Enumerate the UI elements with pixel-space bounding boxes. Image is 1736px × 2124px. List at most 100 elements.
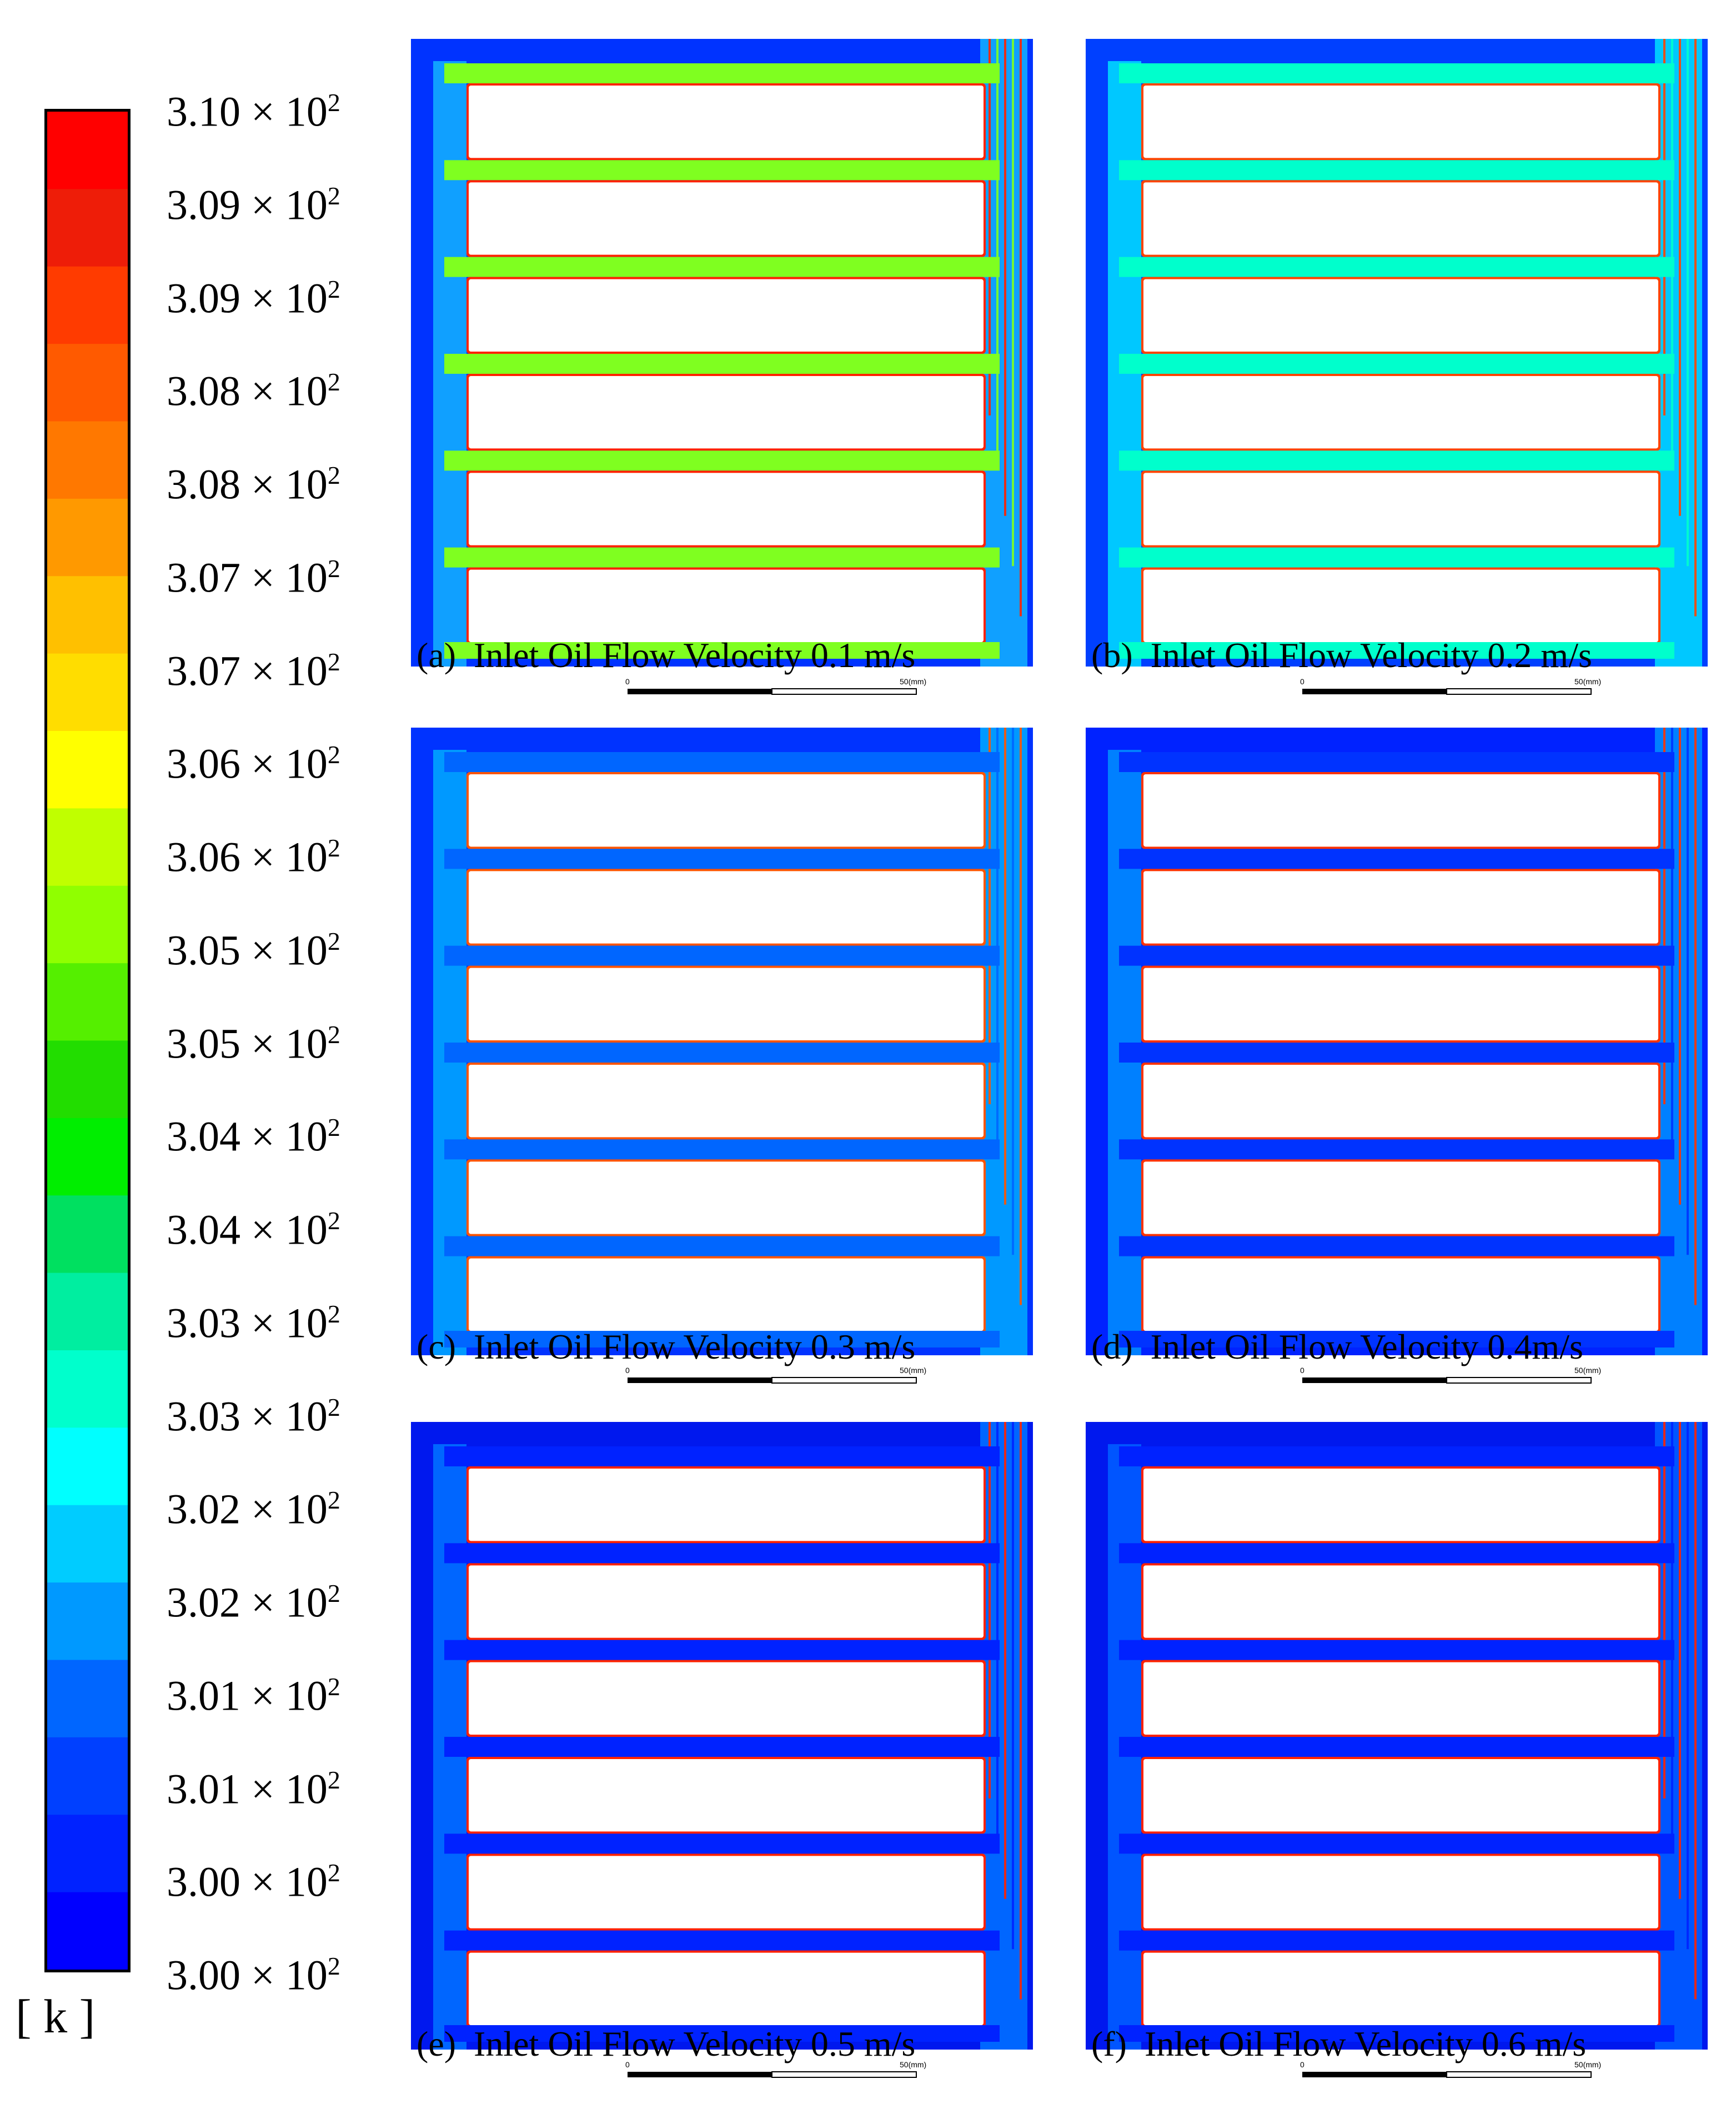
cooling-channel	[444, 63, 1000, 83]
tick-mantissa: 3.08 × 10	[167, 368, 328, 415]
scale-bar-black	[628, 1377, 772, 1383]
inlet-streamline	[1663, 1422, 1665, 1799]
colorbar-swatch	[47, 1737, 128, 1816]
tick-mantissa: 3.02 × 10	[167, 1579, 328, 1626]
inlet-streamline	[989, 39, 991, 415]
tick-exponent: 2	[327, 1113, 340, 1142]
tick-mantissa: 3.03 × 10	[167, 1392, 328, 1440]
tick-exponent: 2	[327, 1392, 340, 1421]
scale-bar-start: 0	[625, 677, 630, 686]
colorbar-swatch	[47, 1582, 128, 1661]
tick-exponent: 2	[327, 926, 340, 955]
scale-bar-white	[771, 2071, 917, 2078]
inlet-streamline	[1687, 1422, 1689, 1950]
tick-exponent: 2	[327, 368, 340, 397]
inlet-streamline	[1004, 39, 1006, 516]
contour-panel: 0 50(mm)	[1086, 728, 1708, 1411]
colorbar-unit-label: [ k ]	[16, 1990, 96, 2043]
inlet-streamline	[1687, 39, 1689, 567]
inlet-streamline	[1671, 39, 1673, 466]
winding-block	[1143, 774, 1658, 847]
scale-bar-white	[1446, 688, 1592, 695]
cooling-channel	[1119, 160, 1674, 181]
tick-mantissa: 3.05 × 10	[167, 1020, 328, 1067]
inlet-streamline	[996, 728, 999, 1155]
cooling-channel	[444, 945, 1000, 966]
colorbar-tick-label: 3.01 × 102	[167, 1662, 340, 1721]
panel-caption: (e) Inlet Oil Flow Velocity 0.5 m/s	[417, 2024, 916, 2063]
colorbar-tick-label: 3.09 × 102	[167, 171, 340, 230]
winding-block	[469, 569, 984, 642]
cooling-channel	[444, 642, 1000, 659]
contour-panel: 0 50(mm)	[411, 39, 1033, 722]
colorbar-tick-label: 3.05 × 102	[167, 1010, 340, 1069]
scale-bar-end: 50(mm)	[1574, 677, 1601, 686]
cooling-channel	[1119, 1737, 1674, 1757]
cooling-channel	[1119, 1640, 1674, 1660]
colorbar-tick-label: 3.00 × 102	[167, 1941, 340, 2000]
cooling-channel	[1119, 1331, 1674, 1347]
colorbar-swatch	[47, 1505, 128, 1584]
winding-block	[1143, 569, 1658, 642]
tick-exponent: 2	[327, 88, 340, 117]
panel-caption: (f) Inlet Oil Flow Velocity 0.6 m/s	[1091, 2024, 1587, 2063]
tick-mantissa: 3.09 × 10	[167, 182, 328, 229]
colorbar-swatch	[47, 1350, 128, 1429]
cooling-channel	[1119, 1446, 1674, 1466]
inlet-streamline	[1671, 1422, 1673, 1849]
winding-block	[1143, 279, 1658, 352]
colorbar-tick-label: 3.03 × 102	[167, 1382, 340, 1441]
inlet-streamline	[989, 728, 991, 1104]
scale-bar-start: 0	[1300, 1366, 1304, 1375]
colorbar-tick-label: 3.02 × 102	[167, 1475, 340, 1534]
cooling-channel	[444, 257, 1000, 277]
winding-block	[1143, 376, 1658, 449]
tick-exponent: 2	[327, 274, 340, 303]
scale-bar-black	[628, 2072, 772, 2077]
inlet-streamline	[1694, 728, 1697, 1305]
winding-block	[469, 1952, 984, 2025]
tick-exponent: 2	[327, 740, 340, 769]
contour-plot: 0 50(mm)	[411, 39, 1033, 695]
colorbar-swatch	[47, 112, 128, 191]
contour-plot: 0 50(mm)	[1086, 1422, 1708, 2078]
panel-caption: (d) Inlet Oil Flow Velocity 0.4m/s	[1091, 1327, 1583, 1366]
tick-exponent: 2	[327, 181, 340, 210]
tick-mantissa: 3.06 × 10	[167, 834, 328, 881]
inlet-streamline	[1012, 728, 1014, 1255]
inlet-streamline	[1012, 1422, 1014, 1950]
colorbar-swatch	[47, 498, 128, 577]
winding-block	[1143, 473, 1658, 545]
winding-block	[1143, 1258, 1658, 1331]
winding-block	[469, 1565, 984, 1638]
winding-block	[469, 774, 984, 847]
cooling-channel	[444, 1640, 1000, 1660]
cooling-channel	[1119, 1236, 1674, 1256]
cooling-channel	[444, 1446, 1000, 1466]
winding-block	[1143, 1759, 1658, 1832]
colorbar-tick-label: 3.10 × 102	[167, 78, 340, 137]
temperature-colorbar	[44, 109, 131, 1972]
tick-exponent: 2	[327, 461, 340, 489]
cooling-channel	[444, 2025, 1000, 2042]
inlet-streamline	[1020, 728, 1022, 1305]
winding-block	[469, 86, 984, 158]
winding-block	[469, 279, 984, 352]
colorbar-swatch	[47, 1118, 128, 1196]
scale-bar-end: 50(mm)	[1574, 1366, 1601, 1375]
tick-mantissa: 3.02 × 10	[167, 1486, 328, 1533]
panel-caption: (c) Inlet Oil Flow Velocity 0.3 m/s	[417, 1327, 916, 1366]
winding-block	[1143, 1856, 1658, 1928]
inlet-streamline	[1020, 39, 1022, 617]
tick-exponent: 2	[327, 1858, 340, 1887]
panel-caption: (b) Inlet Oil Flow Velocity 0.2 m/s	[1091, 635, 1592, 675]
cooling-channel	[444, 1139, 1000, 1160]
scale-bar-black	[1302, 689, 1447, 694]
winding-block	[469, 968, 984, 1040]
colorbar-tick-label: 3.07 × 102	[167, 544, 340, 603]
scale-bar-black	[1302, 2072, 1447, 2077]
inlet-streamline	[1663, 39, 1665, 415]
inlet-streamline	[1679, 39, 1681, 516]
contour-plot: 0 50(mm)	[1086, 39, 1708, 695]
cooling-channel	[1119, 752, 1674, 772]
